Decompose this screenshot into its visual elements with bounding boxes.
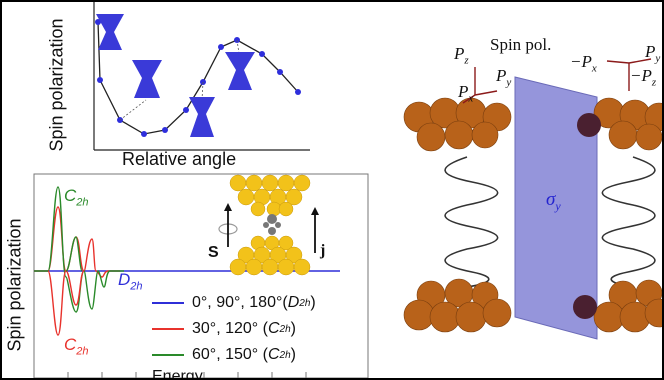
left-spin-axes bbox=[462, 67, 498, 104]
legend-item-c2h-30: 30°, 120° (C 2h) bbox=[152, 316, 316, 342]
left-px-label: Px bbox=[458, 82, 474, 105]
mirror-plane bbox=[514, 76, 598, 340]
spin-pol-title: Spin pol. bbox=[490, 35, 552, 54]
right-top-electrode bbox=[593, 97, 662, 151]
mirror-illustration bbox=[403, 58, 662, 340]
right-bottom-dark-atom bbox=[573, 295, 597, 319]
bottom-x-ticks bbox=[67, 372, 307, 378]
right-top-dark-atom bbox=[577, 113, 601, 137]
current-label: j bbox=[320, 242, 326, 259]
bottom-xlabel: Energy bbox=[152, 368, 203, 380]
right-spin-axes bbox=[606, 58, 652, 91]
left-bottom-electrode bbox=[403, 278, 512, 333]
left-pz-label: Pz bbox=[454, 44, 469, 67]
top-molecule-2 bbox=[132, 60, 162, 98]
d2h-label: D2h bbox=[118, 270, 143, 293]
left-py-label: Py bbox=[496, 66, 512, 89]
legend-swatch-red bbox=[152, 328, 184, 330]
red-curve-negative bbox=[47, 270, 85, 336]
top-xlabel: Relative angle bbox=[122, 149, 237, 169]
top-molecule-3 bbox=[189, 97, 215, 137]
junction-molecule bbox=[263, 214, 281, 235]
green-curve-positive bbox=[65, 236, 83, 272]
mirror-sigma-label: σy bbox=[546, 189, 561, 213]
top-plot bbox=[93, 2, 310, 151]
top-curve-points bbox=[95, 19, 301, 137]
right-mpz-label: −Pz bbox=[630, 66, 657, 89]
bottom-plot bbox=[33, 173, 369, 378]
top-molecule-4 bbox=[225, 52, 255, 90]
spin-arrowhead bbox=[224, 203, 232, 211]
bottom-gold-electrode bbox=[229, 235, 311, 276]
left-helix bbox=[444, 156, 499, 288]
junction-illustration bbox=[218, 174, 319, 276]
legend-item-d2h: 0°, 90°, 180°(D 2h) bbox=[152, 290, 316, 316]
current-arrowhead bbox=[311, 207, 319, 215]
legend-item-c2h-60: 60°, 150° (C 2h) bbox=[152, 342, 316, 368]
spin-label: S bbox=[208, 244, 219, 261]
right-mpx-label: −Px bbox=[570, 52, 597, 75]
bottom-plot-frame bbox=[33, 173, 369, 378]
c2h-upper-label: C2h bbox=[64, 186, 89, 209]
right-py-label: Py bbox=[645, 42, 661, 65]
legend: 0°, 90°, 180°(D 2h) 30°, 120° (C 2h) 60°, … bbox=[152, 290, 316, 368]
right-bottom-electrode bbox=[593, 279, 662, 333]
right-helix bbox=[601, 156, 656, 288]
legend-swatch-blue bbox=[152, 302, 184, 304]
legend-swatch-green bbox=[152, 354, 184, 356]
left-top-electrode bbox=[403, 97, 512, 152]
top-gold-electrode bbox=[229, 174, 311, 217]
top-curve bbox=[97, 21, 299, 135]
top-molecule-1 bbox=[96, 14, 124, 50]
c2h-lower-label: C2h bbox=[64, 335, 89, 358]
top-pointers bbox=[119, 39, 241, 121]
